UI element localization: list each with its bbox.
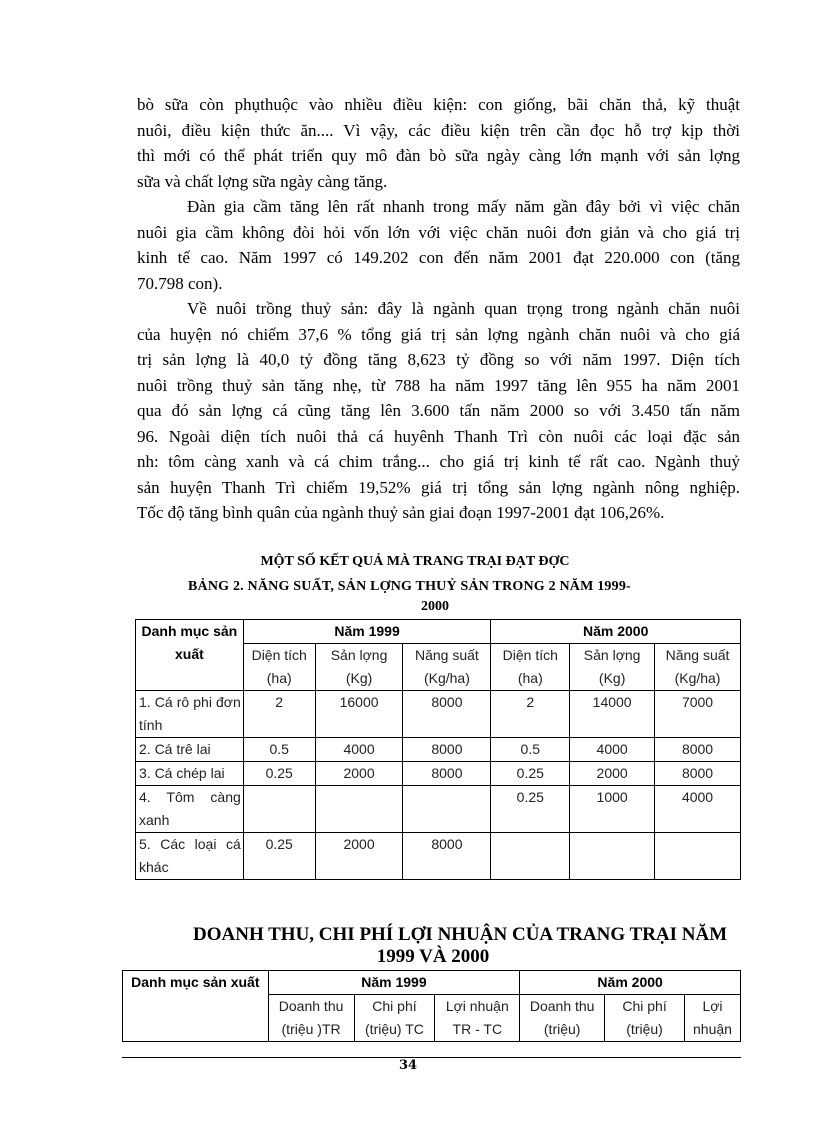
table-cell <box>569 832 656 880</box>
year-header: Năm 2000 <box>519 970 741 995</box>
table-cell: 1000 <box>569 785 656 833</box>
table-row: 3. Cá chép lai 0.25 2000 8000 0.25 2000 8000 <box>135 761 741 786</box>
row-category: 2. Cá trê lai <box>135 737 244 762</box>
paragraph-line: sản huyện Thanh Trì chiếm 19,52% giá trị… <box>137 477 740 497</box>
table-cell: 8000 <box>402 737 492 762</box>
paragraph-line: Tốc độ tăng bình quân của ngành thuỷ sản… <box>137 503 665 522</box>
column-header: Sản lợng (Kg) <box>569 643 656 691</box>
table-row: 5. Các loại cá khác 0.25 2000 8000 <box>135 832 741 880</box>
column-header: Năng suất (Kg/ha) <box>402 643 492 691</box>
table-cell: 7000 <box>654 690 741 738</box>
table-cell: 2000 <box>314 761 404 786</box>
category-header: Danh mục sản xuất <box>122 970 269 1042</box>
table-cell: 8000 <box>402 761 492 786</box>
row-category: 1. Cá rô phi đơn tính <box>135 690 244 738</box>
paragraph-line: Đàn gia cầm tăng lên rất nhanh trong mấy… <box>187 197 740 216</box>
table-cell: 4000 <box>569 737 656 762</box>
paragraph-line: 70.798 con). <box>137 273 223 293</box>
table-cell: 4000 <box>654 785 741 833</box>
table-cell <box>242 785 316 833</box>
table2-title: DOANH THU, CHI PHÍ LỢI NHUẬN CỦA TRANG T… <box>193 924 728 945</box>
column-header: Năng suất (Kg/ha) <box>654 643 741 691</box>
paragraph-line: sữa và chất lợng sữa ngày càng tăng. <box>137 171 388 191</box>
paragraph-line: 96. Ngoài diện tích nuôi thả cá huyênh T… <box>137 426 740 446</box>
paragraph-line: nh: tôm càng xanh và cá chim trắng... ch… <box>137 452 740 471</box>
table-row: 2. Cá trê lai 0.5 4000 8000 0.5 4000 8000 <box>135 737 741 762</box>
table-cell <box>314 785 404 833</box>
table-cell: 0.25 <box>242 761 316 786</box>
paragraph-line: Về nuôi trồng thuỷ sản: đây là ngành qua… <box>187 299 740 318</box>
section-title: MỘT SỐ KẾT QUẢ MÀ TRANG TRẠI ĐẠT ĐỢC <box>260 554 570 569</box>
column-header: Diện tích (ha) <box>242 643 316 691</box>
table-cell: 0.25 <box>242 832 316 880</box>
table-revenue-cost-profit: Danh mục sản xuất Năm 1999 Năm 2000 Doan… <box>122 970 742 1042</box>
table-cell <box>490 832 571 880</box>
footer-divider <box>122 1057 741 1058</box>
year-header: Năm 1999 <box>242 619 492 644</box>
table-cell: 0.25 <box>490 761 571 786</box>
table-cell: 2 <box>490 690 571 738</box>
column-header: Chi phí (triệu) <box>604 994 685 1042</box>
table-cell <box>654 832 741 880</box>
column-header: Chi phí (triệu) TC <box>353 994 436 1042</box>
table-cell: 0.25 <box>490 785 571 833</box>
paragraph-line: nuôi, điều kiện thức ăn.... Vì vậy, các … <box>137 120 740 140</box>
table-cell: 14000 <box>569 690 656 738</box>
paragraph-line: của huyện nó chiếm 37,6 % tổng giá trị s… <box>137 324 740 344</box>
table2-title-cont: 1999 VÀ 2000 <box>376 946 490 967</box>
table-cell: 2 <box>242 690 316 738</box>
table-cell: 8000 <box>654 761 741 786</box>
table-cell: 8000 <box>654 737 741 762</box>
table-cell: 16000 <box>314 690 404 738</box>
table1-title: BẢNG 2. NĂNG SUẤT, SẢN LỢNG THUỶ SẢN TRO… <box>188 579 631 594</box>
column-header: Sản lợng (Kg) <box>314 643 404 691</box>
year-header: Năm 1999 <box>267 970 521 995</box>
table1-title-cont: 2000 <box>421 599 449 614</box>
paragraph-line: nuôi trồng thuỷ sản tăng nhẹ, từ 788 ha … <box>137 375 740 395</box>
paragraph-line: bò sữa còn phụthuộc vào nhiều điều kiện:… <box>137 95 740 114</box>
paragraph-line: qua đó sản lợng cá cũng tăng lên 3.600 t… <box>137 401 740 420</box>
row-category: 5. Các loại cá khác <box>135 832 244 880</box>
page-number: 34 <box>398 1058 418 1073</box>
table-cell: 0.5 <box>242 737 316 762</box>
column-header: Doanh thu (triệu )TR <box>267 994 355 1042</box>
table-row: 1. Cá rô phi đơn tính 2 16000 8000 2 14000 700… <box>135 690 741 738</box>
row-category: 4. Tôm càng xanh <box>135 785 244 833</box>
paragraph-line: nuôi gia cầm không đòi hỏi vốn lớn với v… <box>137 222 740 242</box>
table-cell: 4000 <box>314 737 404 762</box>
table-cell: 8000 <box>402 690 492 738</box>
paragraph-line: thì mới có thể phát triển quy mô đàn bò … <box>137 146 740 165</box>
table-cell: 2000 <box>569 761 656 786</box>
column-header: Lợi nhuận <box>683 994 742 1042</box>
table-cell: 8000 <box>402 832 492 880</box>
column-header: Diện tích (ha) <box>490 643 571 691</box>
paragraph-line: kinh tế cao. Năm 1997 có 149.202 con đến… <box>137 248 740 267</box>
row-category: 3. Cá chép lai <box>135 761 244 786</box>
table-row: 4. Tôm càng xanh 0.25 1000 4000 <box>135 785 741 833</box>
year-header: Năm 2000 <box>490 619 741 644</box>
table-cell: 0.5 <box>490 737 571 762</box>
table-yield-output: Danh mục sản xuất Năm 1999 Năm 2000 Diện… <box>135 619 741 880</box>
body-text: bò sữa còn phụthuộc vào nhiều điều kiện:… <box>137 92 740 526</box>
column-header: Doanh thu (triệu) <box>519 994 606 1042</box>
paragraph-line: trị sản lợng là 40,0 tỷ đồng tăng 8,623 … <box>137 350 740 369</box>
column-header: Lợi nhuận TR - TC <box>434 994 521 1042</box>
table-cell <box>402 785 492 833</box>
category-header: Danh mục sản xuất <box>135 619 244 691</box>
table-cell: 2000 <box>314 832 404 880</box>
